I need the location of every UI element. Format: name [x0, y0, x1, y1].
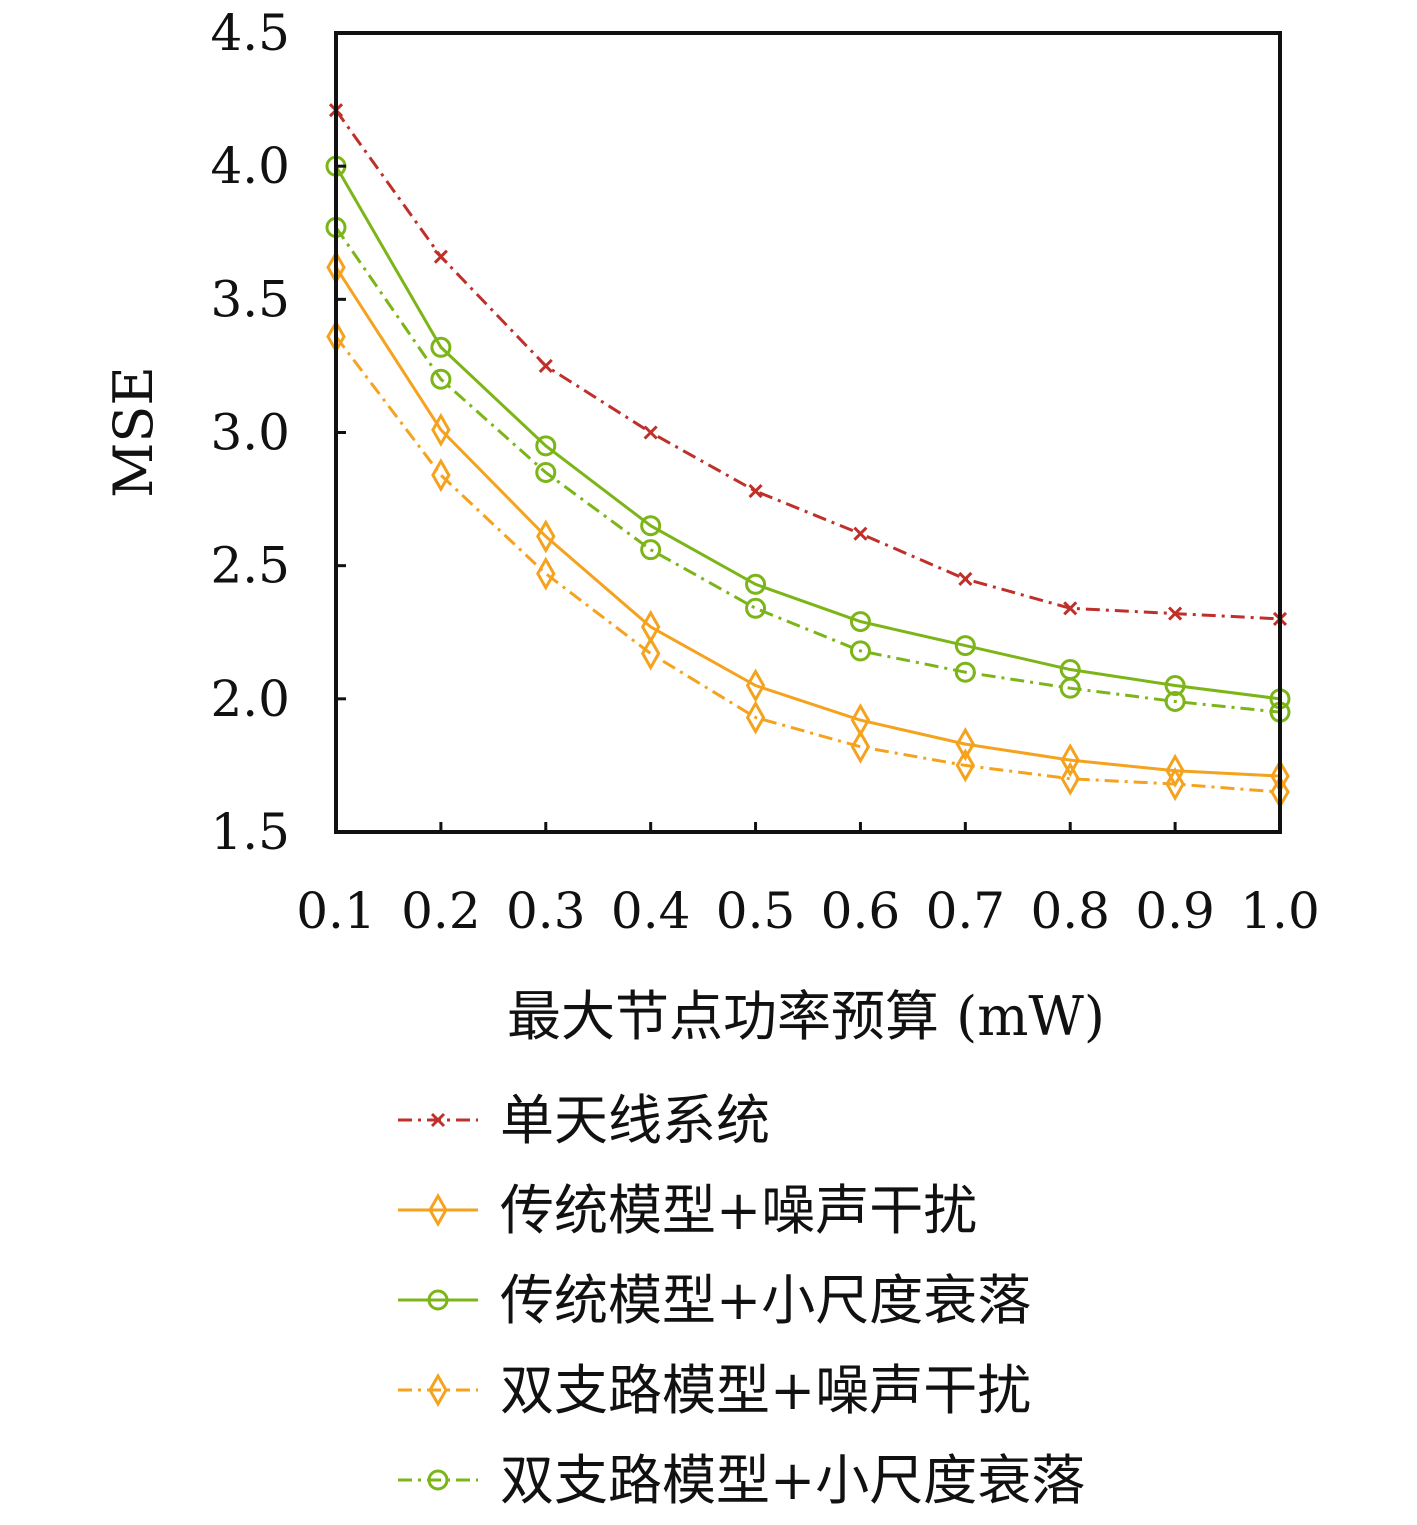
- legend-item: 单天线系统: [398, 1089, 770, 1152]
- data-point: [431, 412, 451, 447]
- legend-marker: [430, 1112, 446, 1128]
- y-tick-label: 3.0: [210, 404, 290, 462]
- series-1: [326, 250, 1290, 794]
- data-point: [431, 458, 451, 493]
- data-point: [1060, 761, 1080, 796]
- y-tick-label: 2.5: [210, 537, 290, 595]
- series-line: [334, 165, 1281, 701]
- data-point: [955, 727, 976, 762]
- x-tick-label: 0.6: [821, 882, 901, 940]
- y-axis-label: MSE: [102, 366, 165, 498]
- data-point: [640, 539, 662, 561]
- legend-label: 双支路模型+噪声干扰: [500, 1359, 1031, 1422]
- x-tick-label: 0.7: [926, 882, 1006, 940]
- series-0: [328, 103, 1288, 626]
- legend-marker: [428, 1372, 448, 1408]
- data-point: [1165, 767, 1185, 802]
- legend-item: 双支路模型+噪声干扰: [398, 1359, 1031, 1422]
- y-tick-label: 4.5: [210, 4, 290, 62]
- data-point: [850, 729, 871, 764]
- series-line: [334, 226, 1281, 714]
- x-tick-label: 1.0: [1240, 882, 1320, 940]
- data-point: [955, 748, 976, 783]
- legend-label: 双支路模型+小尺度衰落: [500, 1449, 1085, 1512]
- y-tick-label: 1.5: [210, 803, 290, 861]
- data-point: [954, 635, 976, 657]
- data-point: [1059, 677, 1081, 699]
- legend-item: 传统模型+小尺度衰落: [398, 1269, 1031, 1332]
- legend-label: 传统模型+噪声干扰: [500, 1179, 977, 1242]
- legend-marker: [427, 1469, 449, 1491]
- x-tick-label: 0.4: [611, 882, 691, 940]
- plot-frame: [334, 31, 1282, 834]
- data-point: [643, 425, 658, 440]
- data-point: [535, 435, 557, 457]
- data-point: [745, 668, 766, 703]
- legend-item: 传统模型+噪声干扰: [398, 1179, 977, 1242]
- x-tick-label: 0.5: [716, 882, 796, 940]
- legend-item: 双支路模型+小尺度衰落: [398, 1449, 1085, 1512]
- data-point: [849, 640, 871, 662]
- data-point: [745, 700, 766, 735]
- data-point: [1164, 690, 1186, 712]
- data-point: [1164, 675, 1186, 697]
- x-axis-label: 最大节点功率预算 (mW): [507, 985, 1105, 1048]
- y-tick-label: 3.5: [210, 270, 290, 328]
- x-tick-label: 0.1: [296, 882, 376, 940]
- data-point: [748, 484, 763, 499]
- x-tick-label: 0.8: [1030, 882, 1110, 940]
- data-point: [535, 461, 557, 483]
- data-point: [538, 358, 553, 373]
- y-tick-label: 4.0: [210, 137, 290, 195]
- legend-label: 单天线系统: [500, 1089, 770, 1152]
- data-point: [745, 573, 767, 595]
- series-line: [334, 109, 1281, 621]
- y-axis-ticks: 1.5 2.0 2.5 3.0 3.5 4.0 4.5: [210, 4, 346, 861]
- series-2: [325, 155, 1291, 710]
- series-line: [334, 266, 1281, 778]
- data-point: [954, 661, 976, 683]
- x-tick-label: 0.2: [401, 882, 481, 940]
- series-line: [334, 335, 1281, 794]
- series-layer: [325, 103, 1291, 810]
- data-point: [433, 249, 448, 264]
- legend: 单天线系统传统模型+噪声干扰传统模型+小尺度衰落双支路模型+噪声干扰双支路模型+…: [398, 1089, 1085, 1512]
- data-point: [1060, 743, 1080, 778]
- data-point: [430, 336, 452, 358]
- data-point: [745, 597, 767, 619]
- legend-marker: [427, 1289, 449, 1311]
- data-point: [1168, 606, 1183, 621]
- data-point: [958, 571, 973, 587]
- y-tick-label: 2.0: [210, 670, 290, 728]
- data-point: [849, 611, 871, 633]
- data-point: [536, 556, 556, 591]
- x-tick-label: 0.9: [1135, 882, 1215, 940]
- data-point: [1063, 601, 1078, 616]
- data-point: [536, 519, 556, 554]
- data-point: [640, 636, 661, 671]
- legend-label: 传统模型+小尺度衰落: [500, 1269, 1031, 1332]
- x-axis-ticks: 0.1 0.2 0.3 0.4 0.5 0.6 0.7 0.8 0.9 1.0: [296, 822, 1320, 940]
- x-tick-label: 0.3: [506, 882, 586, 940]
- legend-marker: [428, 1192, 448, 1228]
- series-4: [325, 216, 1291, 723]
- data-point: [640, 515, 662, 537]
- series-3: [326, 319, 1290, 810]
- data-point: [853, 526, 868, 541]
- data-point: [430, 368, 452, 390]
